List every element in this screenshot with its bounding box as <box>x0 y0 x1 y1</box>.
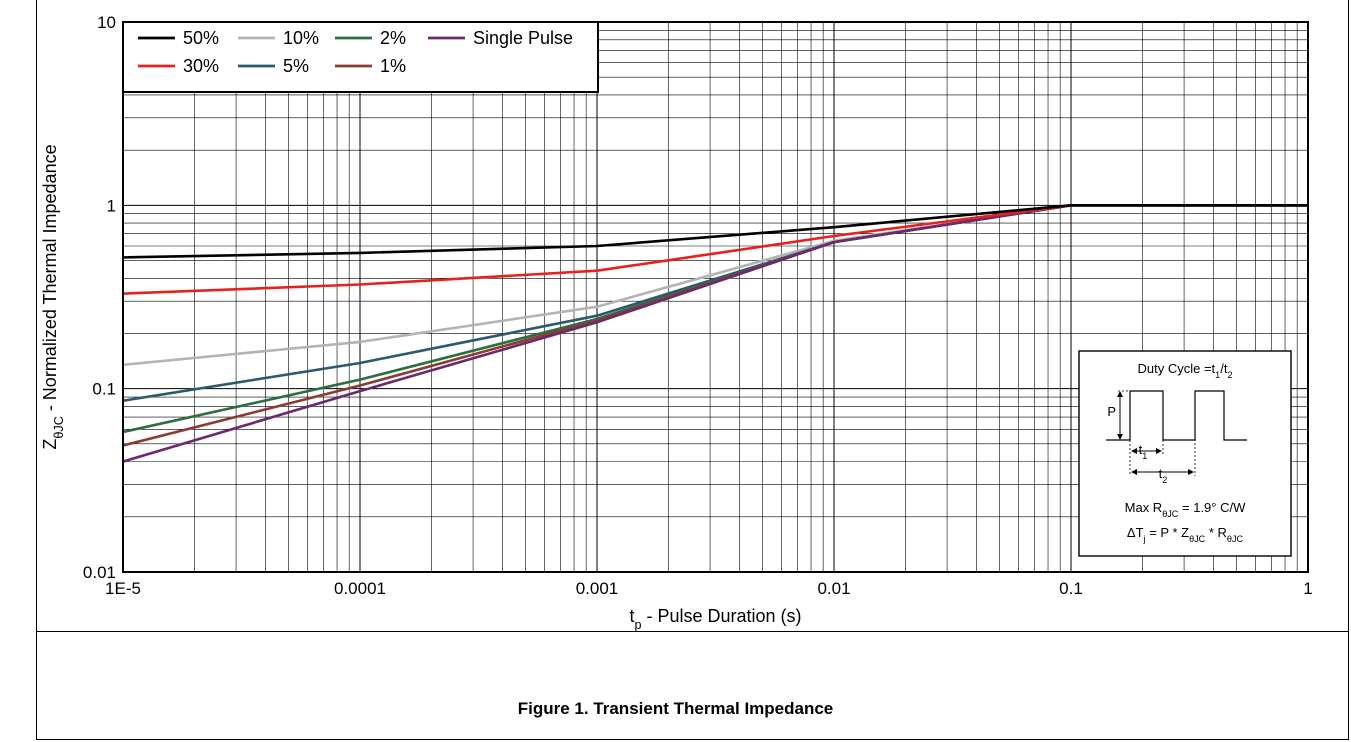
plot-border <box>122 21 1309 573</box>
x-axis-title: tp - Pulse Duration (s) <box>629 606 801 632</box>
x-tick-label: 0.01 <box>817 579 850 598</box>
plot-frame <box>36 0 1349 632</box>
y-tick-label: 10 <box>97 13 116 32</box>
legend-label: Single Pulse <box>473 28 573 48</box>
legend-label: 5% <box>283 56 309 76</box>
t1-arrow-head <box>1131 448 1137 454</box>
p-arrow-head-up <box>1117 391 1123 397</box>
page-frame <box>36 0 1349 740</box>
pulse-waveform <box>1106 390 1247 441</box>
pulse-p-label: P <box>1107 404 1116 419</box>
duty-cycle-inset: Duty Cycle =t1/t2 Pt1 t2 Max RθJC = 1.9° C/… <box>1078 350 1292 557</box>
legend-label: 2% <box>380 28 406 48</box>
x-tick-label: 0.1 <box>1059 579 1083 598</box>
inset-title: Duty Cycle =t1/t2 <box>1137 361 1232 380</box>
legend-label: 30% <box>183 56 219 76</box>
series-group <box>122 204 1308 463</box>
x-tick-label: 1E-5 <box>105 579 141 598</box>
t1-arrow-head <box>1156 448 1162 454</box>
t1-label: t1 <box>1139 442 1148 461</box>
legend-label: 10% <box>283 28 319 48</box>
figure-caption: Figure 1. Transient Thermal Impedance <box>517 699 834 718</box>
y-tick-label: 0.1 <box>92 380 116 399</box>
series-line-50- <box>122 204 1308 259</box>
y-axis-title: ZθJC - Normalized Thermal Impedance <box>40 144 66 449</box>
x-tick-label: 1 <box>1303 579 1312 598</box>
series-line-10- <box>122 204 1308 367</box>
legend: 50% 10% 2% Single Pulse 30% 5% 1% <box>122 21 599 93</box>
y-tick-label: 1 <box>107 196 116 215</box>
y-tick-label: 0.01 <box>83 563 116 582</box>
x-tick-label: 0.0001 <box>334 579 386 598</box>
legend-label: 1% <box>380 56 406 76</box>
legend-label: 50% <box>183 28 219 48</box>
t2-label: t2 <box>1159 466 1168 485</box>
p-arrow-head-down <box>1117 434 1123 440</box>
t2-arrow-head <box>1188 469 1194 475</box>
inset-box <box>1078 350 1292 557</box>
t2-arrow-head <box>1131 469 1137 475</box>
max-rjc-text: Max RθJC = 1.9° C/W <box>1125 500 1246 519</box>
legend-box <box>122 21 599 93</box>
x-tick-label: 0.001 <box>576 579 619 598</box>
delta-tj-text: ΔTj = P * ZθJC * RθJC <box>1127 525 1244 544</box>
